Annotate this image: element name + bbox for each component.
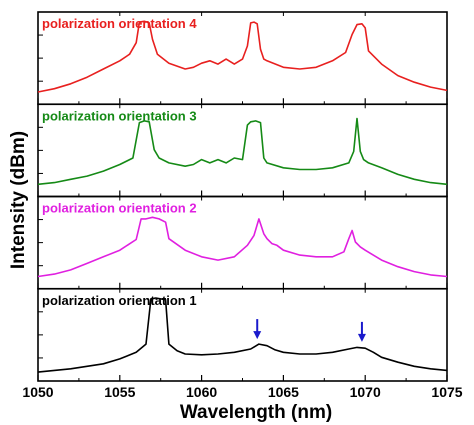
x-tick-label: 1050 (22, 384, 53, 400)
x-tick-label: 1075 (431, 384, 462, 400)
arrow-annotation (357, 321, 366, 342)
x-axis: 1050 1055 1060 1065 1070 1075 (22, 384, 462, 400)
series-line (37, 297, 448, 373)
panel-label: polarization orientation 3 (42, 108, 197, 123)
arrow-head (357, 333, 366, 342)
panel-4: polarization orientation 1 (37, 287, 448, 382)
series-line (37, 216, 448, 278)
panels-layer: polarization orientation 4 polarization o… (37, 11, 448, 382)
y-axis-title: Intensity (dBm) (8, 131, 29, 269)
panel-label: polarization orientation 1 (42, 293, 197, 308)
x-tick-label: 1070 (350, 384, 381, 400)
panel-label: polarization orientation 2 (42, 201, 197, 216)
series-line (37, 117, 448, 186)
panel-2: polarization orientation 3 (37, 103, 448, 198)
x-tick-label: 1065 (268, 384, 299, 400)
x-tick-label: 1055 (104, 384, 135, 400)
arrow-annotation (253, 319, 262, 340)
panel-3: polarization orientation 2 (37, 195, 448, 290)
x-tick-label: 1060 (186, 384, 217, 400)
arrow-head (253, 331, 262, 340)
series-line (37, 20, 448, 93)
panel-label: polarization orientation 4 (42, 16, 197, 31)
x-axis-title: Wavelength (nm) (180, 402, 332, 423)
panel-1: polarization orientation 4 (37, 11, 448, 106)
